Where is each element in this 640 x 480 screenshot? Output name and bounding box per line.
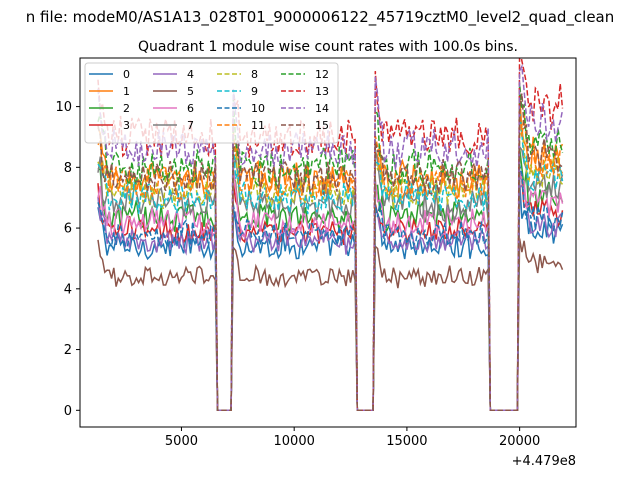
series-line-11 <box>97 98 564 412</box>
series-line-1 <box>97 92 564 412</box>
legend-label-7: 7 <box>187 119 194 132</box>
series-line-15 <box>97 93 563 412</box>
legend-label-2: 2 <box>123 102 130 115</box>
legend-label-15: 15 <box>315 119 329 132</box>
figure-suptitle: n file: modeM0/AS1A13_028T01_9000006122_… <box>26 8 615 27</box>
y-tick-label: 8 <box>64 161 72 176</box>
x-tick-label: 10000 <box>274 434 315 449</box>
legend-label-6: 6 <box>187 102 194 115</box>
series-layer <box>97 58 564 412</box>
plot-frame <box>79 57 577 428</box>
legend-label-4: 4 <box>187 68 194 81</box>
y-axis: 0 2 4 6 8 10 <box>55 100 80 419</box>
series-line-10 <box>97 165 564 412</box>
legend-box <box>84 62 339 144</box>
x-tick-label: 5000 <box>165 434 198 449</box>
legend-label-11: 11 <box>251 119 265 132</box>
legend-label-5: 5 <box>187 85 194 98</box>
y-tick-label: 6 <box>64 222 72 237</box>
legend-label-1: 1 <box>123 85 130 98</box>
legend-label-10: 10 <box>251 102 265 115</box>
legend-label-12: 12 <box>315 68 329 81</box>
series-line-14 <box>97 63 564 412</box>
x-tick-label: 15000 <box>386 434 427 449</box>
y-tick-label: 4 <box>64 282 72 297</box>
series-line-5 <box>97 238 564 412</box>
legend-label-0: 0 <box>123 68 130 81</box>
legend-label-3: 3 <box>123 119 130 132</box>
legend-label-8: 8 <box>251 68 258 81</box>
legend-label-13: 13 <box>315 85 329 98</box>
y-tick-label: 0 <box>64 404 72 419</box>
x-axis: 5000 10000 15000 20000 <box>165 427 540 449</box>
x-offset-label: +4.479e8 <box>512 454 576 469</box>
y-tick-label: 2 <box>64 343 72 358</box>
y-tick-label: 10 <box>55 100 72 115</box>
chart-title: Quadrant 1 module wise count rates with … <box>138 39 518 55</box>
x-tick-label: 20000 <box>499 434 540 449</box>
legend-label-14: 14 <box>315 102 329 115</box>
series-line-9 <box>97 109 564 412</box>
legend-label-9: 9 <box>251 85 258 98</box>
